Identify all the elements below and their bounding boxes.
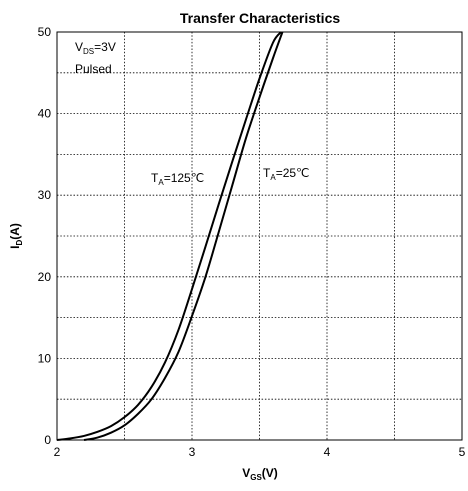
y-tick-label: 30 xyxy=(38,188,52,202)
annotation-pulsed: Pulsed xyxy=(75,62,112,76)
x-tick-label: 3 xyxy=(189,445,196,459)
x-tick-label: 2 xyxy=(54,445,61,459)
curve-ta-125 xyxy=(56,31,282,441)
annotation-vds: VDS=3V xyxy=(75,40,116,56)
annotation-ta-125: TA=125℃ xyxy=(151,171,204,187)
y-tick-labels: 0 10 20 30 40 50 xyxy=(38,25,52,447)
y-tick-label: 0 xyxy=(44,433,51,447)
y-tick-label: 50 xyxy=(38,25,52,39)
y-axis-label: ID(A) xyxy=(8,223,24,249)
annotation-ta-25: TA=25℃ xyxy=(263,166,310,182)
x-axis-label: VGS(V) xyxy=(242,466,278,482)
y-tick-label: 20 xyxy=(38,270,52,284)
x-tick-labels: 2 3 4 5 xyxy=(54,445,466,459)
x-tick-label: 4 xyxy=(324,445,331,459)
y-tick-label: 10 xyxy=(38,351,52,365)
grid xyxy=(57,32,462,440)
curves xyxy=(56,31,284,441)
x-tick-label: 5 xyxy=(459,445,466,459)
chart-title: Transfer Characteristics xyxy=(180,10,341,26)
plot-frame xyxy=(56,31,463,441)
y-tick-label: 40 xyxy=(38,107,52,121)
curve-ta-25 xyxy=(83,31,284,441)
